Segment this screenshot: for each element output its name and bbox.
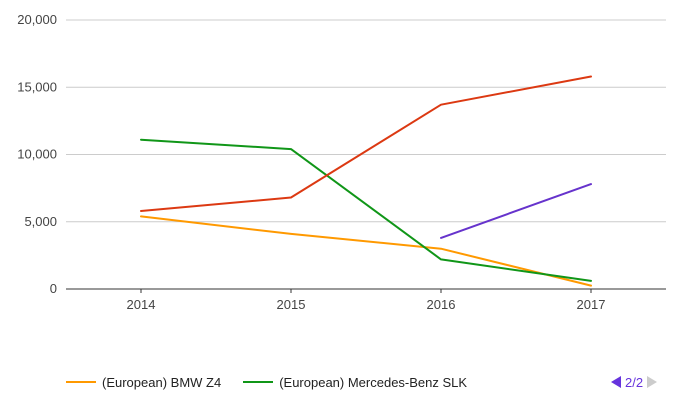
series-line-1 [140,138,592,282]
legend-item-bmw-z4[interactable]: (European) BMW Z4 [66,375,221,390]
y-tick-label: 0 [50,281,57,296]
legend: (European) BMW Z4 (European) Mercedes-Be… [66,372,489,392]
next-page-arrow-icon [647,376,658,388]
legend-swatch-bmw-z4 [66,381,96,383]
y-tick-label: 5,000 [24,214,57,229]
previous-page-arrow-icon[interactable] [611,376,621,388]
y-tick-label: 20,000 [17,12,57,27]
series-line-3 [440,183,592,239]
x-tick-label: 2015 [277,297,306,312]
x-tick-label: 2017 [577,297,606,312]
legend-pager: 2/2 [611,373,658,391]
legend-label-mercedes-slk: (European) Mercedes-Benz SLK [279,374,468,390]
legend-page-indicator: 2/2 [625,374,644,390]
series-line-0 [140,215,592,287]
y-tick-label: 10,000 [17,147,57,162]
x-tick-label: 2014 [127,297,156,312]
x-tick-label: 2016 [427,297,456,312]
legend-item-mercedes-slk[interactable]: (European) Mercedes-Benz SLK [243,375,467,390]
y-tick-label: 15,000 [17,79,57,94]
legend-label-bmw-z4: (European) BMW Z4 [102,374,222,390]
legend-swatch-mercedes-slk [243,381,274,383]
series-line-2 [140,75,592,212]
